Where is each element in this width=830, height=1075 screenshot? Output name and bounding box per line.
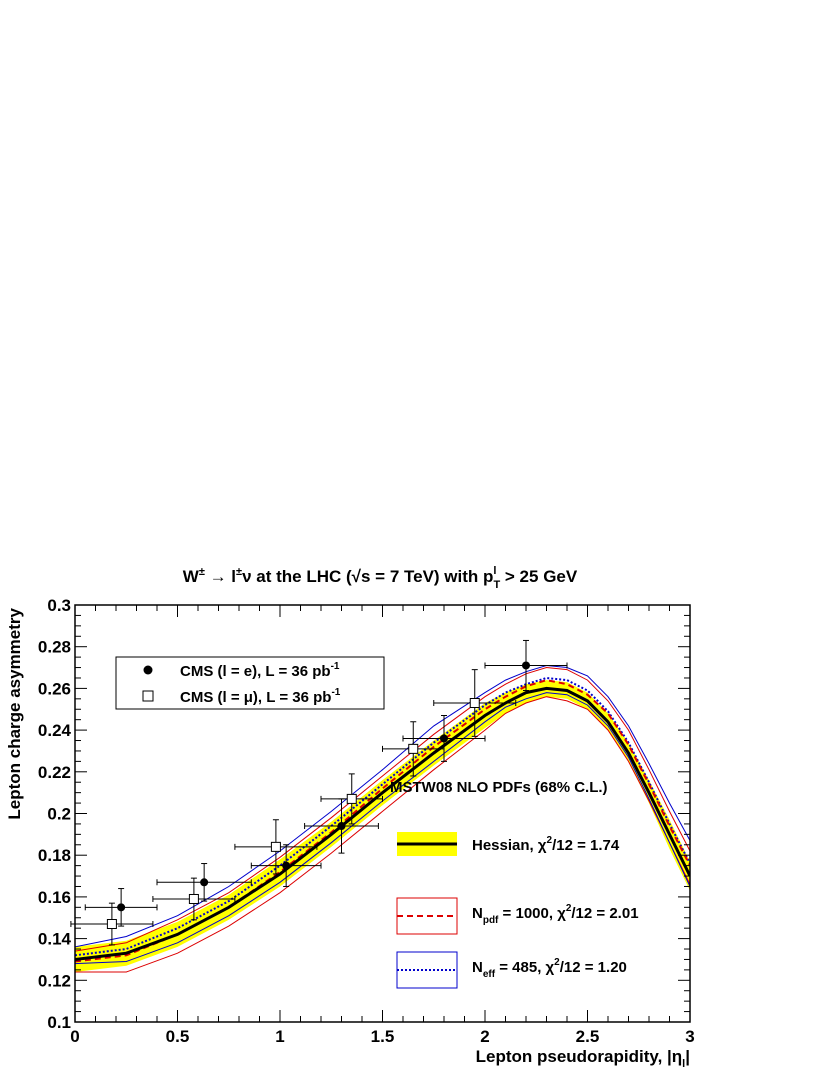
y-tick-label: 0.28 bbox=[38, 638, 71, 657]
data-point-electron bbox=[402, 715, 486, 762]
x-tick-label: 0.5 bbox=[166, 1027, 190, 1046]
legend-label-electron: CMS (l = e), L = 36 pb-1 bbox=[180, 661, 340, 680]
npdf-upper-line bbox=[75, 666, 690, 952]
data-point-muon bbox=[382, 721, 445, 777]
legend-label-neff: Neff = 485, χ2/12 = 1.20 bbox=[472, 957, 627, 980]
muon-marker bbox=[469, 697, 480, 708]
data-point-electron bbox=[84, 888, 158, 927]
neff-upper-line bbox=[75, 664, 690, 948]
legend-marker-muon bbox=[142, 690, 154, 702]
y-tick-label: 0.12 bbox=[38, 971, 71, 990]
axes: 0 0.5 1 1.5 2 2.5 3 0.1 0.12 0.14 0.16 0.18 0.2 0.22 0… bbox=[38, 596, 695, 1046]
muon-marker bbox=[188, 893, 199, 904]
electron-marker bbox=[522, 661, 530, 670]
neff-lower-line bbox=[75, 692, 690, 965]
chart-title: W± → l±ν at the LHC (√s = 7 TeV) with pl… bbox=[183, 565, 578, 591]
muon-marker bbox=[346, 793, 357, 804]
pdf-legend-header: MSTW08 NLO PDFs (68% C.L.) bbox=[390, 779, 608, 796]
data-point-electron bbox=[156, 863, 252, 902]
x-tick-label: 2.5 bbox=[576, 1027, 600, 1046]
muon-marker bbox=[106, 919, 117, 930]
pdf-legend: MSTW08 NLO PDFs (68% C.L.) Hessian, χ2/1… bbox=[390, 779, 639, 989]
data-point-electron bbox=[250, 844, 322, 887]
legend-label-muon: CMS (l = μ), L = 36 pb-1 bbox=[180, 687, 341, 706]
data-legend-box bbox=[115, 656, 385, 710]
y-tick-label: 0.14 bbox=[38, 930, 72, 949]
x-tick-label: 1.5 bbox=[371, 1027, 395, 1046]
legend-label-hessian: Hessian, χ2/12 = 1.74 bbox=[472, 835, 620, 854]
muon-marker bbox=[408, 743, 419, 754]
y-tick-label: 0.1 bbox=[47, 1013, 71, 1032]
data-point-electron bbox=[304, 798, 379, 854]
data-legend: CMS (l = e), L = 36 pb-1 CMS (l = μ), L … bbox=[115, 656, 385, 710]
electron-marker bbox=[282, 861, 291, 870]
y-tick-label: 0.26 bbox=[38, 679, 71, 698]
muon-marker bbox=[270, 841, 281, 852]
data-point-muon bbox=[433, 669, 517, 737]
neff-central-line bbox=[75, 676, 690, 957]
x-axis-label: Lepton pseudorapidity, |ηl| bbox=[476, 1047, 690, 1070]
electron-marker bbox=[200, 878, 209, 887]
curves-group bbox=[75, 664, 690, 973]
x-tick-label: 3 bbox=[685, 1027, 694, 1046]
x-tick-label: 2 bbox=[480, 1027, 489, 1046]
data-point-electron bbox=[484, 639, 568, 691]
data-point-muon bbox=[152, 877, 236, 921]
y-tick-label: 0.18 bbox=[38, 846, 71, 865]
legend-label-npdf: Npdf = 1000, χ2/12 = 2.01 bbox=[472, 903, 639, 926]
y-axis-label: Lepton charge asymmetry bbox=[5, 607, 24, 819]
data-point-muon bbox=[70, 902, 154, 946]
y-tick-label: 0.16 bbox=[38, 888, 71, 907]
y-tick-label: 0.22 bbox=[38, 763, 71, 782]
electron-marker bbox=[337, 822, 346, 831]
x-tick-label: 0 bbox=[70, 1027, 79, 1046]
data-point-muon bbox=[320, 773, 383, 825]
plot-area bbox=[70, 639, 690, 973]
electron-marker bbox=[440, 734, 448, 743]
data-point-muon bbox=[234, 819, 318, 875]
hessian-band bbox=[75, 680, 690, 972]
legend-marker-electron bbox=[143, 665, 153, 675]
y-tick-label: 0.3 bbox=[47, 596, 71, 615]
x-tick-label: 1 bbox=[275, 1027, 284, 1046]
y-tick-label: 0.2 bbox=[47, 805, 71, 824]
electron-marker bbox=[117, 903, 126, 912]
y-tick-label: 0.24 bbox=[38, 721, 72, 740]
npdf-lower-line bbox=[75, 696, 690, 973]
